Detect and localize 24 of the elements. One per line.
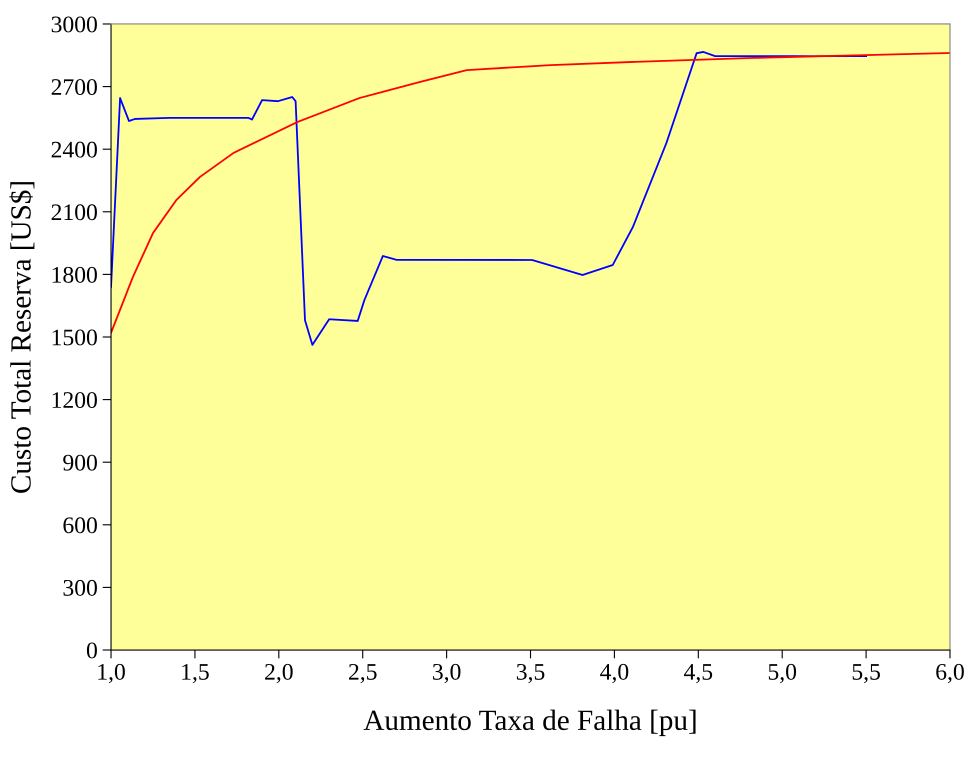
x-tick-label: 2,0	[265, 664, 293, 684]
y-tick-label: 0	[86, 642, 97, 658]
x-axis-title: Aumento Taxa de Falha [pu]	[364, 710, 696, 736]
x-tick-label: 6,0	[936, 664, 964, 684]
y-tick-label: 2700	[52, 79, 97, 96]
y-axis-title: Custo Total Reserva [US$]	[9, 182, 34, 493]
x-tick-label: 4,0	[600, 664, 628, 684]
x-tick-label: 3,0	[432, 664, 460, 684]
x-tick-label: 5,5	[852, 664, 880, 684]
y-tick-label: 600	[63, 517, 97, 534]
y-tick-label: 2100	[52, 204, 97, 220]
y-tick-label: 1200	[52, 392, 97, 408]
y-tick-label: 900	[63, 454, 97, 471]
x-tick-label: 3,5	[516, 664, 544, 684]
y-tick-label: 300	[64, 580, 97, 596]
x-tick-label: 1,0	[98, 664, 125, 684]
y-tick-label: 2400	[52, 142, 97, 158]
y-tick-label: 1500	[52, 329, 97, 346]
y-tick-label: 3000	[52, 16, 97, 32]
x-tick-label: 4,5	[684, 664, 712, 684]
y-tick-label: 1800	[52, 266, 97, 283]
x-tick-label: 1,5	[182, 664, 209, 684]
x-tick-label: 5,0	[768, 664, 796, 684]
x-tick-label: 2,5	[349, 664, 377, 684]
